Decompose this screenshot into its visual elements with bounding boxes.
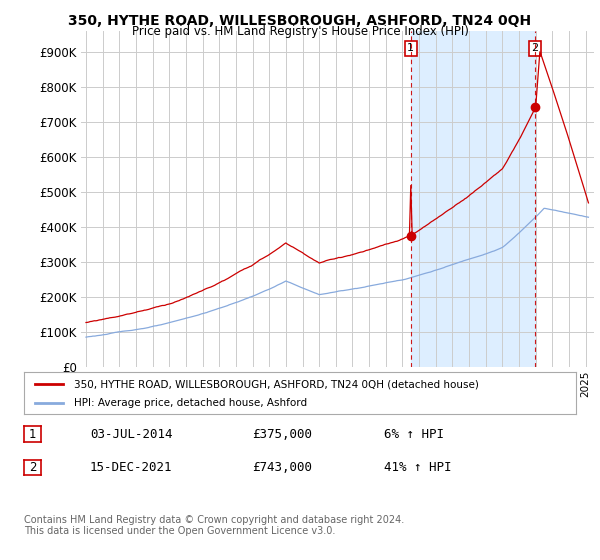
Text: £743,000: £743,000: [252, 461, 312, 474]
Text: 6% ↑ HPI: 6% ↑ HPI: [384, 427, 444, 441]
Text: This data is licensed under the Open Government Licence v3.0.: This data is licensed under the Open Gov…: [24, 526, 335, 536]
Text: 15-DEC-2021: 15-DEC-2021: [90, 461, 173, 474]
Text: 1: 1: [29, 427, 36, 441]
Text: 2: 2: [532, 43, 539, 53]
Text: 2: 2: [29, 461, 36, 474]
Text: 1: 1: [407, 43, 414, 53]
Text: HPI: Average price, detached house, Ashford: HPI: Average price, detached house, Ashf…: [74, 398, 307, 408]
Bar: [411, 31, 535, 367]
Text: 350, HYTHE ROAD, WILLESBOROUGH, ASHFORD, TN24 0QH: 350, HYTHE ROAD, WILLESBOROUGH, ASHFORD,…: [68, 14, 532, 28]
Text: 350, HYTHE ROAD, WILLESBOROUGH, ASHFORD, TN24 0QH (detached house): 350, HYTHE ROAD, WILLESBOROUGH, ASHFORD,…: [74, 379, 479, 389]
Text: 41% ↑ HPI: 41% ↑ HPI: [384, 461, 452, 474]
Text: Price paid vs. HM Land Registry's House Price Index (HPI): Price paid vs. HM Land Registry's House …: [131, 25, 469, 38]
Text: 03-JUL-2014: 03-JUL-2014: [90, 427, 173, 441]
Text: Contains HM Land Registry data © Crown copyright and database right 2024.: Contains HM Land Registry data © Crown c…: [24, 515, 404, 525]
Text: £375,000: £375,000: [252, 427, 312, 441]
